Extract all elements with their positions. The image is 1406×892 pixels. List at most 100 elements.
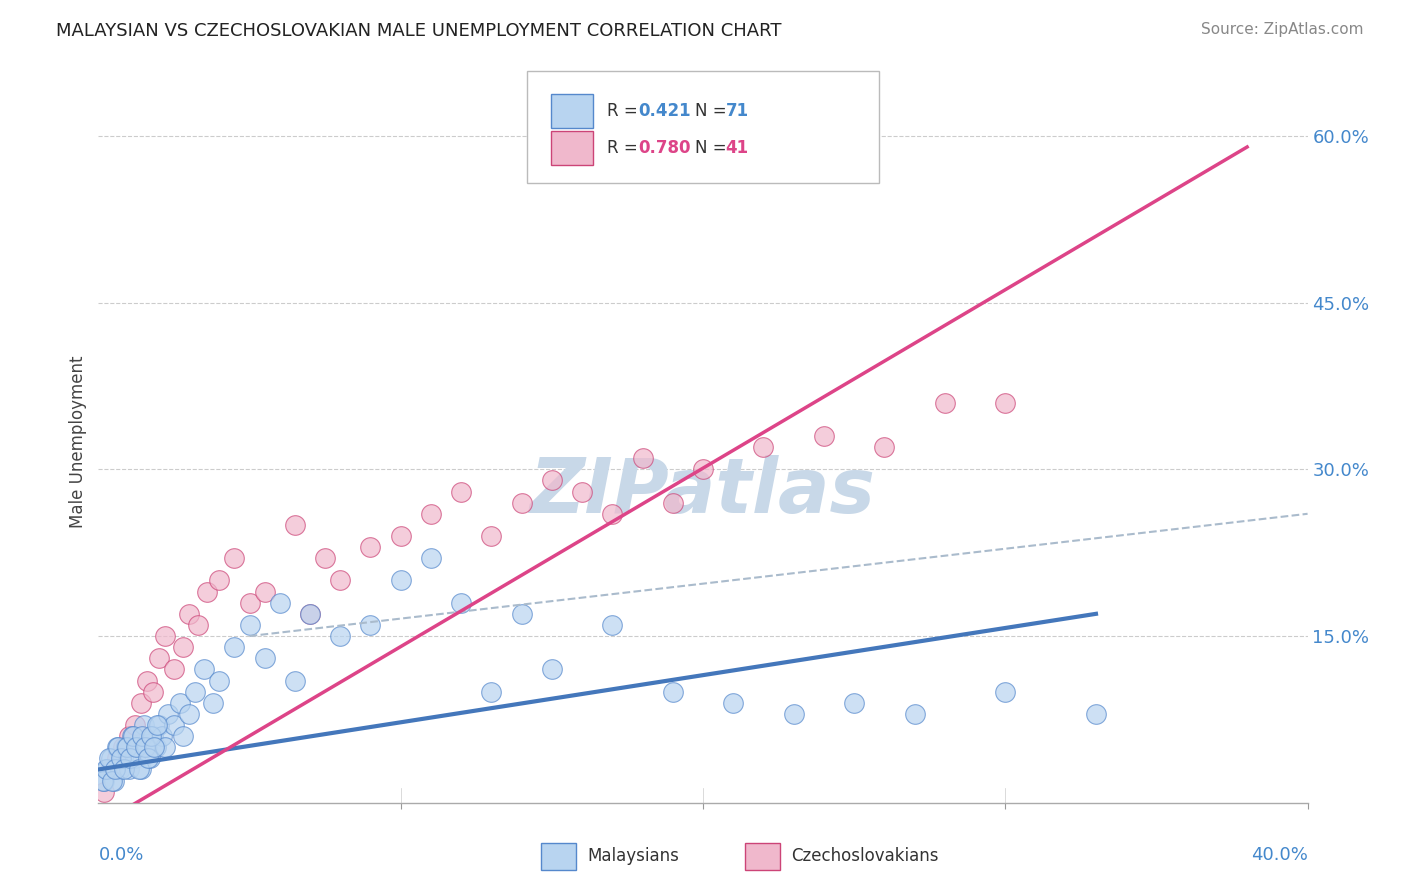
- Point: [118, 729, 141, 743]
- Point: [450, 484, 472, 499]
- Point: [111, 751, 134, 765]
- Point: [299, 607, 322, 621]
- Point: [481, 684, 503, 698]
- Point: [269, 596, 291, 610]
- Point: [135, 673, 157, 688]
- Point: [329, 574, 352, 588]
- Point: [169, 696, 191, 710]
- Point: [420, 551, 443, 566]
- Point: [112, 763, 135, 777]
- Point: [111, 740, 134, 755]
- Point: [120, 751, 142, 765]
- Point: [156, 706, 179, 721]
- Point: [661, 496, 683, 510]
- Text: 41: 41: [725, 139, 748, 157]
- Text: R =: R =: [607, 139, 644, 157]
- Point: [1085, 706, 1108, 721]
- Point: [420, 507, 443, 521]
- Point: [142, 729, 165, 743]
- Point: [904, 706, 927, 721]
- Point: [100, 763, 122, 777]
- Point: [101, 773, 124, 788]
- Text: 0.780: 0.780: [638, 139, 690, 157]
- Point: [510, 607, 533, 621]
- Point: [108, 763, 131, 777]
- Point: [136, 751, 159, 765]
- Point: [124, 751, 146, 765]
- Point: [148, 718, 170, 732]
- Point: [107, 740, 129, 755]
- Point: [184, 684, 207, 698]
- Point: [360, 618, 382, 632]
- Point: [389, 574, 412, 588]
- Point: [104, 763, 127, 777]
- Point: [239, 618, 262, 632]
- Point: [253, 651, 276, 665]
- Point: [299, 607, 322, 621]
- Point: [208, 673, 231, 688]
- Point: [253, 584, 276, 599]
- Point: [723, 696, 745, 710]
- Point: [98, 751, 121, 765]
- Point: [540, 474, 562, 488]
- Point: [110, 751, 132, 765]
- Point: [208, 574, 231, 588]
- Point: [143, 740, 166, 755]
- Point: [187, 618, 209, 632]
- Text: 0.0%: 0.0%: [98, 847, 143, 864]
- Point: [813, 429, 835, 443]
- Point: [127, 740, 149, 755]
- Point: [150, 729, 173, 743]
- Text: Malaysians: Malaysians: [588, 847, 679, 865]
- Point: [284, 517, 307, 532]
- Text: 71: 71: [725, 102, 748, 120]
- Point: [121, 729, 143, 743]
- Point: [153, 740, 176, 755]
- Text: MALAYSIAN VS CZECHOSLOVAKIAN MALE UNEMPLOYMENT CORRELATION CHART: MALAYSIAN VS CZECHOSLOVAKIAN MALE UNEMPL…: [56, 22, 782, 40]
- Point: [172, 729, 194, 743]
- Point: [105, 751, 128, 765]
- Point: [571, 484, 593, 499]
- Point: [135, 740, 157, 755]
- Point: [481, 529, 503, 543]
- Text: ZIPatlas: ZIPatlas: [530, 455, 876, 529]
- Point: [360, 540, 382, 554]
- Point: [125, 740, 148, 755]
- Point: [314, 551, 336, 566]
- Point: [129, 763, 152, 777]
- Point: [114, 740, 136, 755]
- Text: N =: N =: [695, 139, 731, 157]
- Point: [752, 440, 775, 454]
- Point: [179, 607, 201, 621]
- Text: N =: N =: [695, 102, 731, 120]
- Point: [510, 496, 533, 510]
- Point: [103, 773, 125, 788]
- Point: [94, 763, 117, 777]
- Point: [100, 751, 122, 765]
- Point: [224, 551, 246, 566]
- Point: [602, 507, 624, 521]
- Point: [602, 618, 624, 632]
- Point: [118, 763, 141, 777]
- Point: [148, 651, 170, 665]
- Point: [163, 662, 186, 676]
- Point: [179, 706, 201, 721]
- Point: [329, 629, 352, 643]
- Point: [172, 640, 194, 655]
- Point: [153, 629, 176, 643]
- Point: [96, 763, 118, 777]
- Text: Czechoslovakians: Czechoslovakians: [792, 847, 939, 865]
- Point: [389, 529, 412, 543]
- Point: [692, 462, 714, 476]
- Text: 0.421: 0.421: [638, 102, 690, 120]
- Point: [142, 684, 165, 698]
- Point: [994, 395, 1017, 409]
- Point: [163, 718, 186, 732]
- Point: [129, 696, 152, 710]
- Point: [93, 773, 115, 788]
- Point: [239, 596, 262, 610]
- Point: [128, 763, 150, 777]
- Point: [661, 684, 683, 698]
- Point: [134, 740, 156, 755]
- Point: [141, 729, 163, 743]
